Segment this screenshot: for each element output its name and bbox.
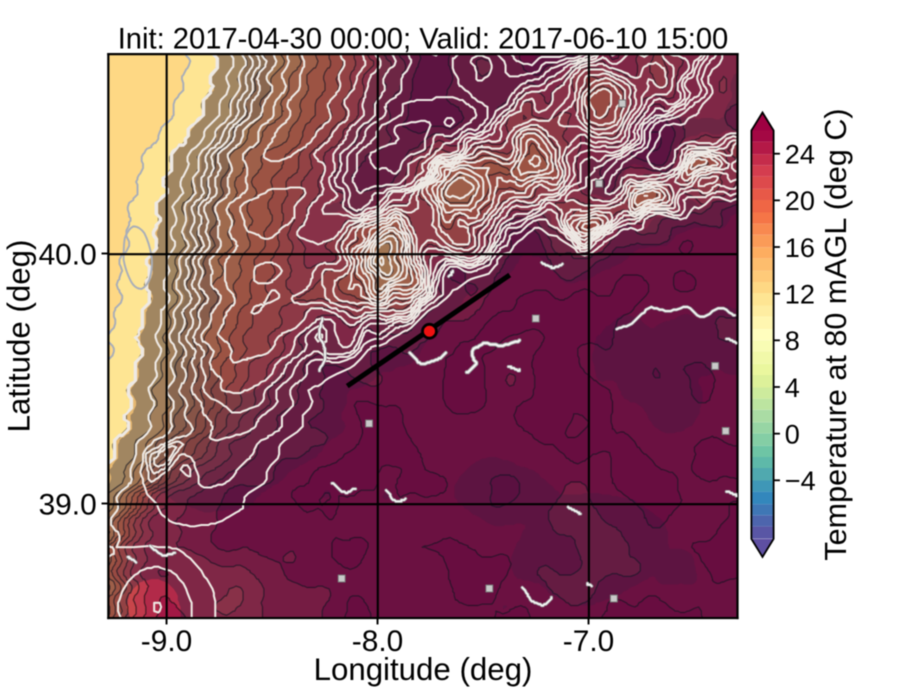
svg-text:16: 16 xyxy=(785,232,815,263)
svg-text:0: 0 xyxy=(785,418,800,449)
svg-text:40.0: 40.0 xyxy=(39,238,97,271)
svg-text:39.0: 39.0 xyxy=(39,488,97,521)
svg-text:20: 20 xyxy=(785,185,815,216)
svg-text:−4: −4 xyxy=(785,465,816,496)
svg-text:8: 8 xyxy=(785,325,800,356)
svg-text:-9.0: -9.0 xyxy=(141,625,192,658)
svg-text:Longitude (deg): Longitude (deg) xyxy=(314,652,533,687)
svg-text:-8.0: -8.0 xyxy=(352,625,403,658)
svg-text:12: 12 xyxy=(785,278,815,309)
svg-text:Init: 2017-04-30 00:00; Valid:: Init: 2017-04-30 00:00; Valid: 2017-06-1… xyxy=(118,23,729,55)
svg-text:-7.0: -7.0 xyxy=(563,625,614,658)
svg-text:24: 24 xyxy=(785,139,815,170)
svg-text:Temperature at 80 mAGL (deg C): Temperature at 80 mAGL (deg C) xyxy=(819,108,853,560)
svg-text:4: 4 xyxy=(785,372,800,403)
svg-text:Latitude (deg): Latitude (deg) xyxy=(1,240,36,433)
